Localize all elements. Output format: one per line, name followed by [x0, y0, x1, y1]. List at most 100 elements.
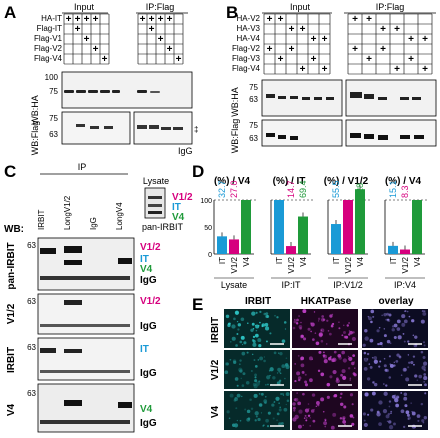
panel-b-header-input: Input — [290, 2, 311, 12]
panel-e-micrographs — [224, 309, 428, 430]
panel-a-wb-ha: WB:HA — [30, 95, 40, 125]
chart-value-label: 55.5 — [331, 180, 341, 198]
panel-b-blot-flag-input — [261, 119, 343, 147]
chart-category-label: IT — [332, 257, 341, 264]
micrograph-tile — [362, 350, 428, 389]
panel-c-blot2-mw: 63 — [27, 297, 36, 306]
panel-a-header-ipflag: IP:Flag — [146, 2, 175, 12]
chart-category-label: V4 — [299, 256, 308, 266]
panel-c-blot3-it: IT — [140, 344, 149, 355]
plus-mark: + — [408, 34, 414, 45]
plus-mark: + — [93, 14, 99, 25]
chart-bar-V4-1 — [298, 216, 308, 254]
chart-value-label: 69.4 — [298, 180, 308, 198]
panel-b-header-ipflag: IP:Flag — [376, 2, 405, 12]
panel-a-dagger: ‡ — [194, 125, 198, 134]
plus-mark: + — [352, 14, 358, 25]
panel-c-blot-v12 — [37, 293, 135, 335]
panel-c-blot2-v12: V1/2 — [140, 296, 161, 307]
micrograph-tile — [292, 309, 358, 348]
panel-b-row-ha-v2: HA-V2 — [236, 14, 260, 23]
plus-mark: + — [278, 54, 284, 65]
panel-b-row-flag-v4: Flag-V4 — [232, 64, 261, 73]
chart-y-tick: 100 — [200, 198, 212, 205]
panel-b-label: B — [226, 3, 238, 22]
panel-a-row-flag-it: Flag-IT — [37, 24, 62, 33]
panel-b: B Input IP:Flag HA-V2 HA-V3 HA-V4 Flag-V… — [226, 2, 437, 153]
chart-value-label: 14.7 — [286, 180, 296, 198]
plus-mark: + — [322, 64, 328, 75]
chart-value-label: 8.3 — [400, 185, 410, 198]
panel-c-blot-irbit — [37, 337, 135, 381]
plus-mark: + — [140, 14, 146, 25]
chart-category-label: V1/2 — [230, 256, 239, 273]
chart-x-label: IP:V4 — [394, 280, 416, 290]
panel-c-lysate-v12: V1/2 — [172, 192, 193, 203]
chart-category-label: V4 — [413, 256, 422, 266]
plus-mark: + — [158, 34, 164, 45]
panel-b-wb-ha: WB:HA — [230, 87, 240, 117]
panel-a-mw-75: 75 — [49, 87, 58, 96]
plus-mark: + — [394, 24, 400, 35]
plus-mark: + — [408, 54, 414, 65]
chart-bar-V12-0 — [229, 239, 239, 254]
chart-title: (%) / V4 — [385, 176, 422, 187]
plus-mark: + — [380, 44, 386, 55]
panel-c-blot3-igg: IgG — [140, 368, 157, 379]
panel-a-row-flag-v2: Flag-V2 — [34, 44, 63, 53]
panel-d-label: D — [192, 162, 204, 181]
chart-title: (%) / V1/2 — [324, 176, 369, 187]
chart-category-label: V1/2 — [287, 256, 296, 273]
panel-c-blot3-label: IRBIT — [6, 347, 17, 373]
panel-a-design-grid: + + + ++++++ + + +++++ — [63, 13, 184, 65]
plus-mark: + — [167, 44, 173, 55]
chart-bar-V4-2 — [355, 189, 365, 254]
chart-category-label: IT — [275, 257, 284, 264]
plus-mark: + — [394, 64, 400, 75]
panel-b-mw-63b: 63 — [249, 134, 258, 143]
plus-mark: + — [352, 44, 358, 55]
chart-category-label: V4 — [242, 256, 251, 266]
chart-category-label: V1/2 — [344, 256, 353, 273]
panel-c-blot1-it: IT — [140, 254, 149, 265]
plus-mark: + — [167, 14, 173, 25]
plus-mark: + — [311, 54, 317, 65]
panel-c-blot1-igg: IgG — [140, 275, 157, 286]
chart-category-label: IT — [218, 257, 227, 264]
plus-mark: + — [158, 14, 164, 25]
panel-a-mw-75b: 75 — [49, 114, 58, 123]
plus-mark: + — [366, 54, 372, 65]
plus-mark: + — [289, 24, 295, 35]
panel-a-wb-flag: WB:Flag — [30, 121, 40, 156]
panel-e-col-overlay: overlay — [378, 296, 413, 307]
panel-c-blot4-igg: IgG — [140, 418, 157, 429]
chart-bar-IT-1 — [274, 200, 284, 254]
panel-a-header-input: Input — [74, 2, 95, 12]
chart-value-label: 27.0 — [229, 180, 239, 198]
chart-bar-IT-0 — [217, 236, 227, 254]
plus-mark: + — [149, 24, 155, 35]
panel-b-row-ha-v3: HA-V3 — [236, 24, 260, 33]
panel-c-blot3-mw: 63 — [27, 343, 36, 352]
chart-bar-IT-2 — [331, 224, 341, 254]
panel-e-col-irbit: IRBIT — [245, 296, 271, 307]
panel-b-design-grid: + + + + + + + + + + + + + + + + + + + + + + + + — [263, 13, 433, 75]
plus-mark: + — [93, 44, 99, 55]
plus-mark: + — [422, 64, 428, 75]
panel-c-blot4-mw: 63 — [27, 389, 36, 398]
panel-c: C IP IRBIT LongV1/2 IgG LongV4 WB: Lysat… — [4, 162, 193, 433]
plus-mark: + — [300, 64, 306, 75]
panel-c-blot2-label: V1/2 — [6, 303, 17, 324]
panel-c-lysate-label: Lysate — [143, 176, 169, 186]
chart-value-label: 15.1 — [388, 180, 398, 198]
plus-mark: + — [422, 34, 428, 45]
plus-mark: + — [102, 54, 108, 65]
plus-mark: + — [366, 14, 372, 25]
panel-b-row-flag-v3: Flag-V3 — [232, 54, 261, 63]
panel-b-row-ha-v4: HA-V4 — [236, 34, 260, 43]
chart-value-label: 32.7 — [217, 180, 227, 198]
panel-c-ip-header: IP — [78, 162, 87, 172]
